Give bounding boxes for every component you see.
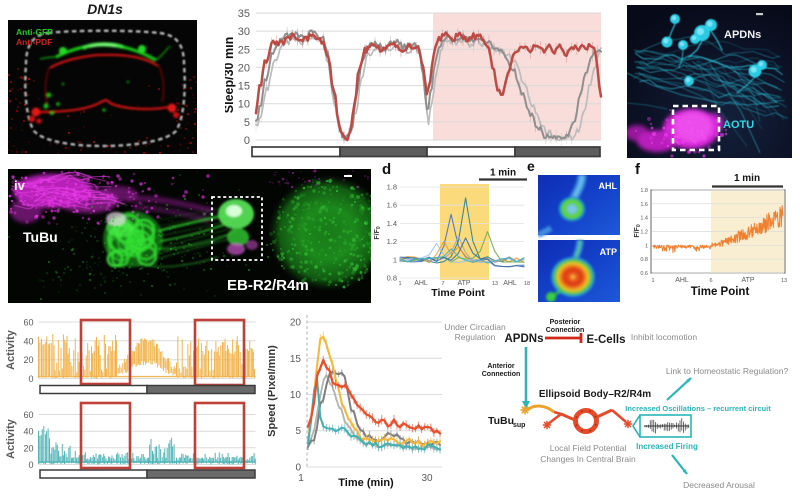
svg-text:f: f	[635, 161, 641, 178]
svg-text:0: 0	[295, 463, 301, 474]
svg-text:1.2: 1.2	[387, 237, 397, 246]
svg-text:0: 0	[244, 135, 250, 147]
svg-text:sup: sup	[513, 422, 525, 429]
svg-text:18: 18	[524, 281, 530, 287]
svg-text:0.6: 0.6	[640, 271, 648, 277]
svg-text:7: 7	[441, 281, 444, 287]
svg-text:Increased Firing: Increased Firing	[636, 442, 698, 451]
svg-text:Link to Homeostatic Regulation: Link to Homeostatic Regulation?	[666, 366, 789, 376]
svg-text:1.4: 1.4	[640, 216, 648, 222]
svg-text:AHL: AHL	[414, 280, 428, 287]
svg-text:Time Point: Time Point	[691, 286, 750, 298]
svg-text:E-Cells: E-Cells	[587, 334, 626, 346]
svg-text:30: 30	[238, 26, 250, 38]
svg-text:20: 20	[238, 62, 250, 74]
svg-text:20: 20	[23, 355, 33, 365]
svg-text:30: 30	[421, 473, 433, 484]
svg-text:13: 13	[781, 278, 787, 284]
svg-text:1: 1	[398, 281, 401, 287]
svg-text:5: 5	[244, 117, 250, 129]
svg-text:Activity: Activity	[5, 329, 17, 370]
svg-text:25: 25	[238, 44, 250, 56]
svg-text:Time (min): Time (min)	[338, 477, 394, 489]
svg-text:10: 10	[238, 99, 250, 111]
svg-text:1: 1	[651, 278, 654, 284]
svg-text:ATP: ATP	[457, 280, 470, 287]
svg-text:0: 0	[28, 460, 33, 470]
svg-text:20: 20	[290, 318, 302, 329]
svg-text:1: 1	[645, 243, 648, 249]
svg-text:1.8: 1.8	[387, 183, 397, 192]
svg-text:ATP: ATP	[600, 247, 617, 257]
svg-text:10: 10	[290, 390, 302, 401]
svg-text:1: 1	[298, 473, 304, 484]
svg-text:Local Field Potential: Local Field Potential	[550, 443, 627, 453]
svg-text:ATP: ATP	[741, 277, 754, 284]
svg-text:40: 40	[23, 427, 33, 437]
svg-text:Increased Oscillations – recur: Increased Oscillations – recurrent circu…	[625, 404, 771, 413]
svg-text:0.8: 0.8	[387, 274, 397, 283]
svg-text:Anterior: Anterior	[487, 363, 515, 370]
svg-text:Regulation: Regulation	[455, 332, 496, 342]
svg-text:TuBu: TuBu	[488, 415, 514, 427]
svg-text:20: 20	[23, 443, 33, 453]
svg-text:40: 40	[23, 336, 33, 346]
svg-text:AHL: AHL	[599, 181, 618, 191]
svg-text:Activity: Activity	[5, 418, 17, 459]
svg-text:iv: iv	[14, 178, 26, 193]
svg-text:Inhibit locomotion: Inhibit locomotion	[631, 332, 697, 342]
svg-text:Speed (Pixel/min): Speed (Pixel/min)	[268, 345, 278, 437]
svg-text:F/F0: F/F0	[374, 226, 382, 240]
svg-text:Ellipsoid Body–R2/R4m: Ellipsoid Body–R2/R4m	[539, 389, 651, 400]
svg-text:1 min: 1 min	[734, 173, 760, 184]
svg-text:Under Circadian: Under Circadian	[444, 322, 506, 332]
svg-text:6: 6	[709, 278, 712, 284]
svg-text:60: 60	[23, 318, 33, 328]
svg-text:15: 15	[238, 81, 250, 93]
svg-text:1.6: 1.6	[640, 202, 648, 208]
svg-text:Posterior: Posterior	[550, 319, 581, 326]
svg-text:5: 5	[295, 426, 301, 437]
svg-text:Changes In Central Brain: Changes In Central Brain	[540, 454, 636, 464]
svg-text:Connection: Connection	[546, 327, 585, 334]
svg-text:AOTU: AOTU	[723, 119, 754, 131]
svg-text:1.2: 1.2	[640, 230, 648, 236]
svg-text:35: 35	[238, 8, 250, 20]
svg-text:1 min: 1 min	[490, 168, 516, 179]
svg-text:APDNs: APDNs	[724, 29, 761, 41]
svg-text:1.4: 1.4	[387, 219, 397, 228]
svg-text:15: 15	[290, 354, 302, 365]
svg-text:0: 0	[28, 374, 33, 384]
svg-text:60: 60	[23, 410, 33, 420]
svg-text:Anti-GFP: Anti-GFP	[16, 27, 53, 37]
svg-text:1.8: 1.8	[640, 188, 648, 194]
svg-text:Anti-PDF: Anti-PDF	[16, 37, 52, 47]
svg-text:d: d	[382, 161, 391, 178]
svg-text:EB-R2/R4m: EB-R2/R4m	[227, 277, 309, 294]
svg-text:1: 1	[393, 255, 397, 264]
svg-text:13: 13	[492, 281, 498, 287]
svg-text:AHL: AHL	[503, 280, 517, 287]
svg-text:1.6: 1.6	[387, 201, 397, 210]
svg-text:Time Point: Time Point	[431, 287, 485, 299]
svg-text:F/F0: F/F0	[634, 224, 642, 238]
svg-text:AHL: AHL	[675, 277, 689, 284]
svg-text:Connection: Connection	[482, 371, 521, 378]
svg-text:APDNs: APDNs	[505, 333, 544, 345]
svg-text:Sleep/30 min: Sleep/30 min	[225, 37, 236, 113]
svg-text:TuBu: TuBu	[23, 229, 58, 245]
svg-text:0.8: 0.8	[640, 257, 648, 263]
svg-text:Decreased Arousal: Decreased Arousal	[683, 480, 755, 490]
